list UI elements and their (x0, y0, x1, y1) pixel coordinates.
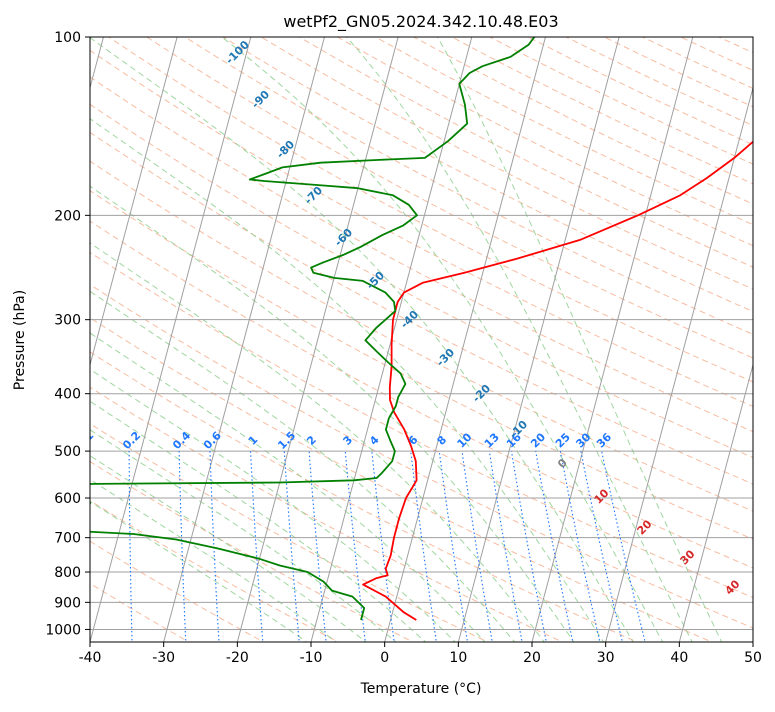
y-tick-label: 600 (54, 491, 81, 507)
x-tick-label: 20 (523, 650, 541, 666)
y-axis-label: Pressure (hPa) (12, 290, 28, 390)
x-tick-label: 30 (597, 650, 615, 666)
y-tick-label: 300 (54, 313, 81, 329)
y-tick-label: 500 (54, 444, 81, 460)
y-tick-label: 400 (54, 387, 81, 403)
x-tick-label: -30 (152, 650, 175, 666)
chart-title: wetPf2_GN05.2024.342.10.48.E03 (283, 12, 558, 32)
x-tick-label: -40 (79, 650, 102, 666)
x-tick-label: -10 (300, 650, 323, 666)
y-tick-label: 800 (54, 565, 81, 581)
y-tick-label: 700 (54, 531, 81, 547)
x-axis-label: Temperature (°C) (360, 681, 482, 697)
x-tick-label: 0 (380, 650, 389, 666)
x-tick-label: -20 (226, 650, 249, 666)
x-tick-label: 40 (670, 650, 688, 666)
x-tick-label: 50 (744, 650, 762, 666)
y-tick-label: 1000 (45, 622, 81, 638)
x-tick-label: 10 (449, 650, 467, 666)
y-tick-label: 900 (54, 595, 81, 611)
y-tick-label: 100 (54, 30, 81, 46)
y-tick-label: 200 (54, 208, 81, 224)
